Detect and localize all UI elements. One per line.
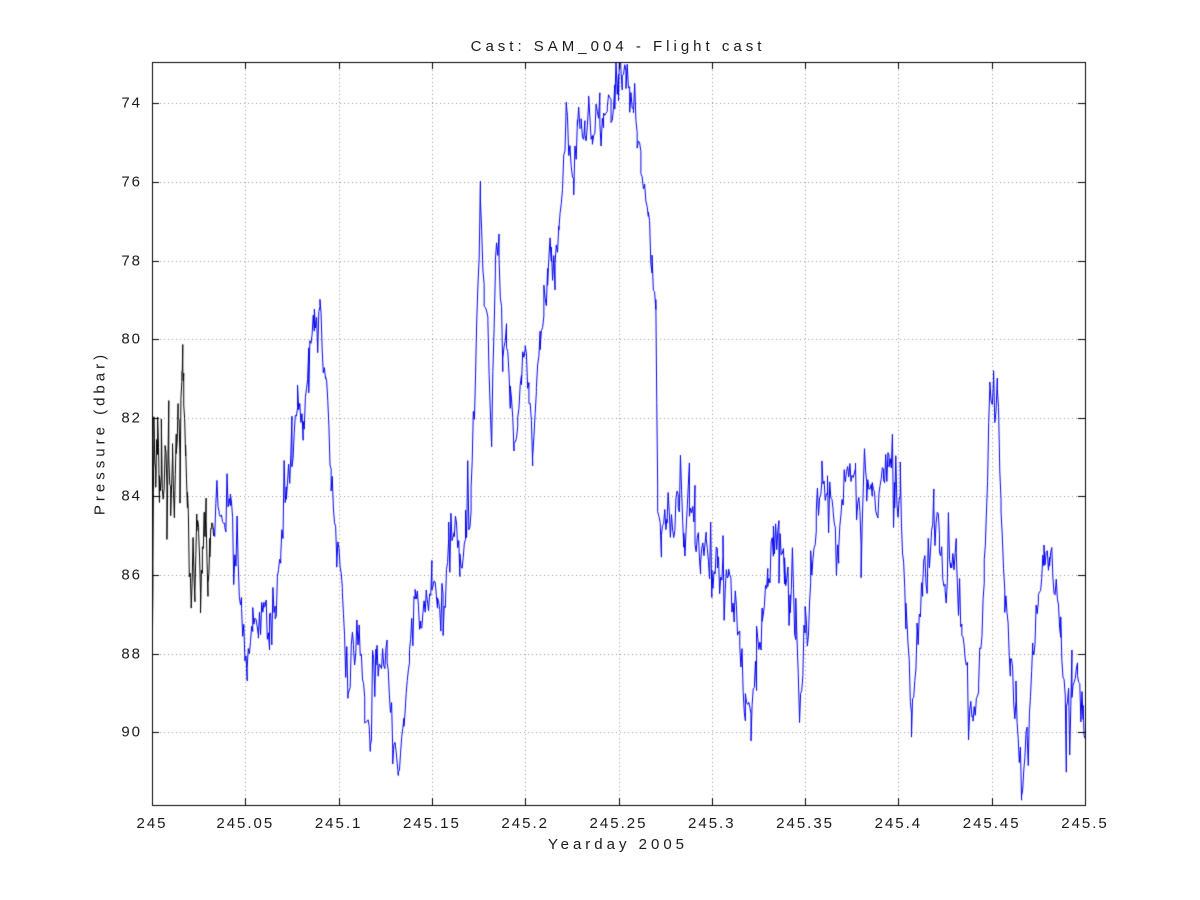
y-tick-label: 74 (121, 94, 142, 112)
y-tick-label: 76 (121, 173, 142, 191)
y-tick-label: 86 (121, 566, 142, 584)
y-tick-label: 78 (121, 252, 142, 270)
x-tick-label: 245.05 (216, 815, 275, 832)
chart-title: Cast: SAM_004 - Flight cast (470, 38, 766, 55)
y-tick-label: 84 (121, 487, 142, 505)
x-tick-label: 245.1 (314, 815, 363, 832)
x-axis-label: Yearday 2005 (547, 836, 689, 853)
x-tick-label: 245 (136, 815, 168, 832)
y-tick-label: 80 (121, 330, 142, 348)
x-tick-label: 245.3 (688, 815, 736, 832)
x-tick-label: 245.35 (776, 815, 835, 832)
y-tick-label: 82 (121, 409, 142, 427)
y-tick-label: 90 (121, 723, 142, 741)
x-tick-label: 245.45 (962, 815, 1021, 832)
x-tick-label: 245.2 (501, 815, 549, 832)
y-tick-label: 88 (121, 645, 142, 663)
x-tick-label: 245.4 (874, 815, 923, 832)
x-tick-label: 245.25 (589, 815, 648, 832)
y-axis-label: Pressure (dbar) (91, 350, 109, 516)
x-tick-label: 245.15 (402, 815, 461, 832)
x-tick-label: 245.5 (1061, 815, 1109, 832)
